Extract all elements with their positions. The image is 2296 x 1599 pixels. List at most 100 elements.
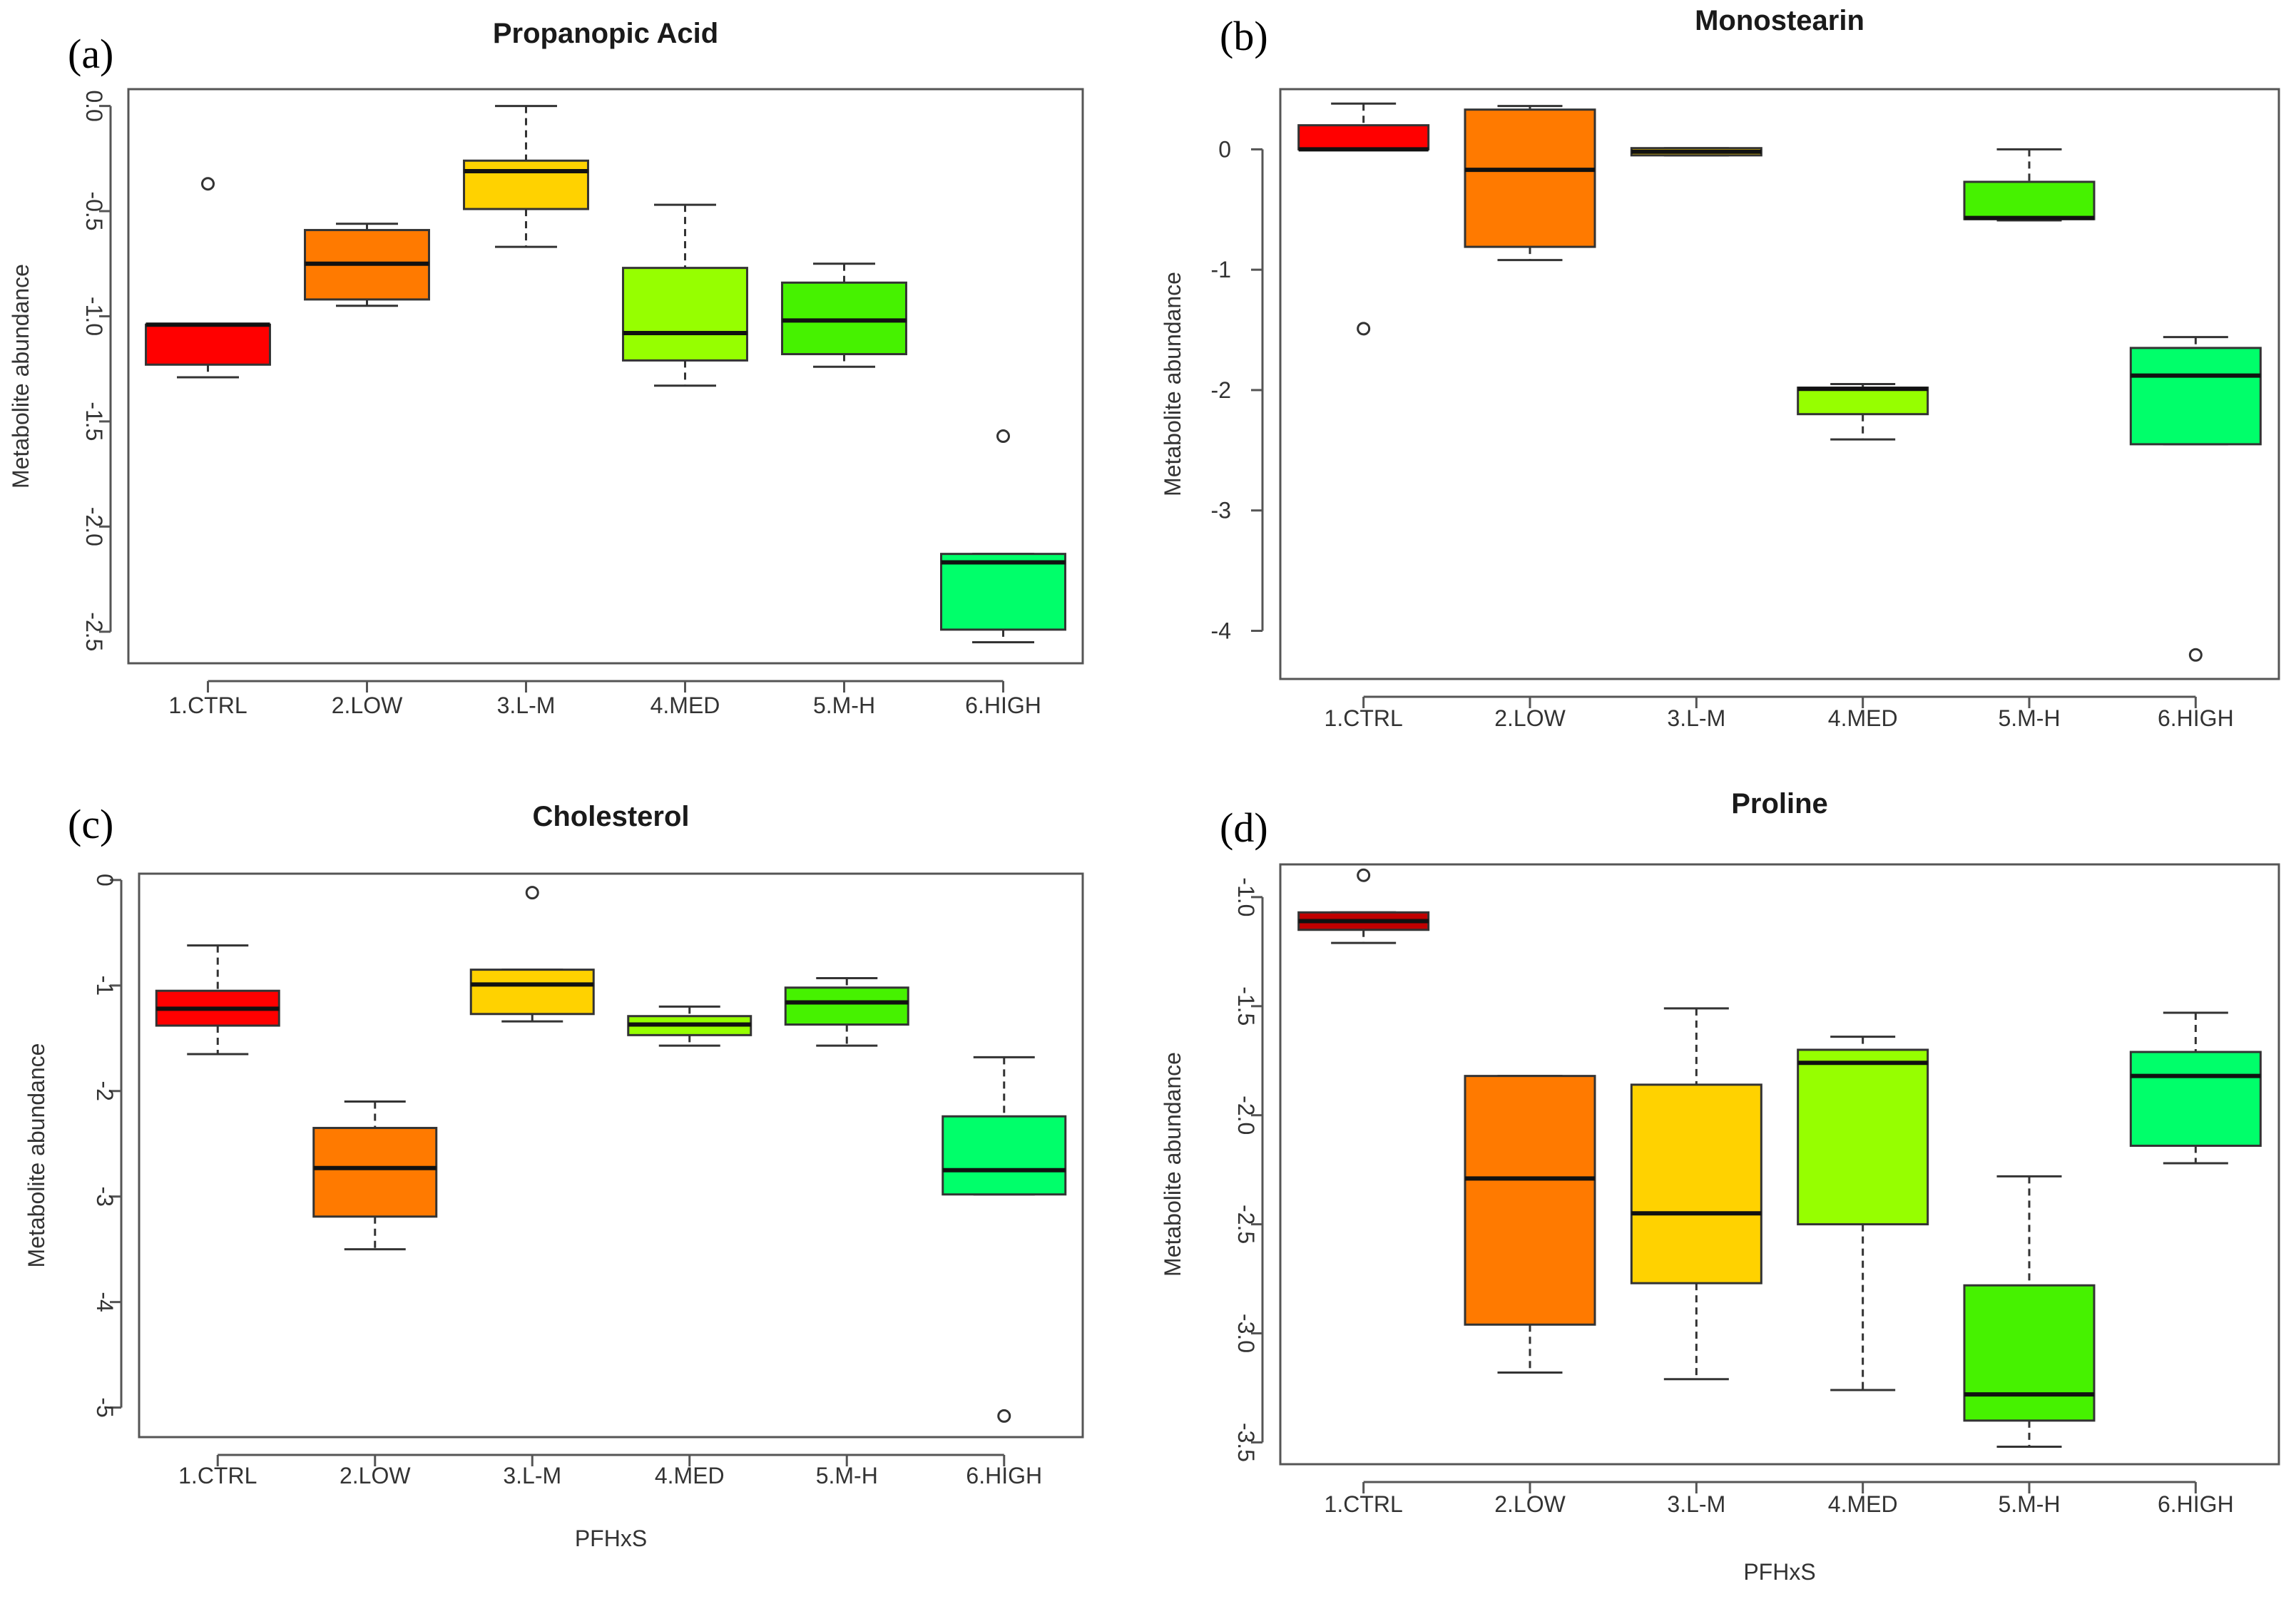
panel-c-plot-frame [138, 872, 1084, 1439]
panel-b-title: Monostearin [1695, 5, 1864, 36]
panel-a-box-2 [304, 223, 430, 307]
outlier-point [201, 177, 215, 191]
panel-c-x-tick-label: 6.HIGH [966, 1463, 1042, 1488]
panel-c-y-tick-label: -5 [92, 1397, 118, 1417]
panel-c-box-4 [627, 1005, 752, 1047]
panel-c-y-tick-label: -3 [92, 1186, 118, 1206]
box [1464, 108, 1596, 248]
panel-d-box-4 [1797, 1036, 1929, 1391]
panel-c-chart: (c) Cholesterol 0 -1 -2 -3 -4 -5 Metabolite abun… [24, 801, 1084, 1551]
panel-b-box-4 [1797, 383, 1929, 441]
panel-b-box-1 [1297, 102, 1430, 336]
outlier-point [2188, 648, 2203, 662]
panel-a-chart: (a) Propanopic Acid 0.0 -0.5 -1.0 -1.5 -2.0 -2.… [8, 18, 1084, 718]
box [1963, 180, 2096, 220]
panel-d-box-1 [1297, 868, 1430, 944]
panel-d-y-tick-label: -3.0 [1233, 1314, 1259, 1353]
panel-d-box-2 [1464, 1075, 1596, 1374]
panel-a-y-tick-label: 0.0 [81, 90, 107, 121]
panel-b-x-tick-label: 4.MED [1828, 705, 1898, 731]
box [1797, 387, 1929, 416]
panel-a-box-3 [463, 105, 589, 248]
box [942, 1115, 1067, 1196]
panel-b-y-tick-label: 0 [1218, 136, 1231, 162]
box [1797, 1048, 1929, 1226]
outlier-point [1357, 868, 1371, 882]
box [463, 159, 589, 210]
box [1963, 1284, 2096, 1422]
panel-b-box-6 [2129, 336, 2262, 662]
panel-b-chart: (b) Monostearin 0 -1 -2 -3 -4 Metabolite abunda… [1160, 5, 2280, 731]
panel-a-x-tick-label: 1.CTRL [168, 693, 247, 718]
panel-d-x-tick-label: 5.M-H [1998, 1491, 2060, 1517]
panel-d-y-tick-label: -3.5 [1233, 1423, 1259, 1462]
panel-d-chart: (d) Proline -1.0 -1.5 -2.0 -2.5 -3.0 -3.5 Metabo… [1160, 788, 2280, 1585]
panel-b-x-tick-label: 1.CTRL [1325, 705, 1403, 731]
panel-c-title: Cholesterol [532, 801, 689, 832]
outlier-point [1357, 322, 1371, 336]
panel-b-y-axis-label: Metabolite abundance [1160, 272, 1185, 496]
panel-d-x-tick-label: 1.CTRL [1325, 1491, 1403, 1517]
panel-d-y-tick-label: -1.0 [1233, 877, 1259, 916]
panel-d-plot-frame [1279, 863, 2280, 1466]
panel-b-x-tick-label: 3.L-M [1667, 705, 1725, 731]
panel-c-x-tick-label: 5.M-H [816, 1463, 878, 1488]
box [2129, 347, 2262, 446]
panel-d-x-tick-label: 6.HIGH [2158, 1491, 2234, 1517]
box [469, 969, 595, 1016]
panel-a-x-tick-label: 6.HIGH [965, 693, 1041, 718]
panel-c-y-tick-label: -1 [92, 976, 118, 996]
panel-c-y-tick-label: -4 [92, 1292, 118, 1312]
panel-d-y-tick-label: -2.0 [1233, 1095, 1259, 1135]
panel-d-box-3 [1630, 1007, 1762, 1381]
panel-c-x-tick-label: 4.MED [655, 1463, 725, 1488]
panel-a-box-5 [781, 262, 907, 368]
panel-d-y-axis-label: Metabolite abundance [1160, 1052, 1185, 1277]
panel-a-y-tick-label: -0.5 [81, 191, 107, 230]
panel-a-x-tick-label: 4.MED [650, 693, 720, 718]
panel-b-plot-frame [1279, 88, 2280, 680]
panel-a-title: Propanopic Acid [493, 18, 718, 49]
panel-d-x-tick-label: 2.LOW [1494, 1491, 1566, 1517]
panel-a-x-tick-label: 2.LOW [332, 693, 403, 718]
panel-b-x-tick-label: 2.LOW [1494, 705, 1566, 731]
panel-d-x-tick-label: 3.L-M [1667, 1491, 1725, 1517]
panel-a-y-tick-label: -2.5 [81, 612, 107, 651]
panel-a-box-4 [622, 203, 748, 387]
panel-a-plot-frame [127, 88, 1084, 665]
panel-d-letter: (d) [1220, 804, 1268, 851]
panel-b-y-tick-label: -1 [1211, 257, 1231, 282]
box [940, 553, 1066, 631]
panel-b-box-3 [1630, 147, 1762, 157]
panel-c-box-1 [155, 944, 280, 1056]
panel-d-x-tick-label: 4.MED [1828, 1491, 1898, 1517]
box [784, 986, 909, 1026]
box [1464, 1075, 1596, 1326]
box [622, 267, 748, 362]
panel-a-y-tick-label: -1.0 [81, 297, 107, 336]
box [312, 1127, 438, 1218]
panel-c-x-tick-label: 3.L-M [503, 1463, 561, 1488]
box [145, 323, 271, 366]
panel-c-y-tick-label: -2 [92, 1081, 118, 1101]
panel-c-box-6 [942, 1056, 1067, 1423]
panel-a-y-axis-label: Metabolite abundance [8, 264, 34, 489]
panel-a-y-tick-label: -1.5 [81, 402, 107, 441]
panel-a-x-tick-label: 5.M-H [813, 693, 875, 718]
panel-d-y-tick-label: -1.5 [1233, 986, 1259, 1026]
panel-b-y-tick-label: -4 [1211, 618, 1231, 643]
outlier-point [996, 429, 1010, 444]
outlier-point [997, 1409, 1011, 1423]
panel-d-title: Proline [1731, 788, 1828, 819]
panel-c-letter: (c) [68, 801, 113, 847]
panel-b-y-tick-label: -3 [1211, 498, 1231, 523]
panel-c-box-5 [784, 976, 909, 1047]
panel-a-box-1 [145, 177, 271, 379]
panel-b-y-tick-label: -2 [1211, 377, 1231, 403]
panel-d-box-5 [1963, 1175, 2096, 1449]
panel-a-box-6 [940, 429, 1066, 644]
outlier-point [525, 886, 539, 900]
panel-d-y-tick-label: -2.5 [1233, 1205, 1259, 1244]
panel-b-x-tick-label: 6.HIGH [2158, 705, 2234, 731]
